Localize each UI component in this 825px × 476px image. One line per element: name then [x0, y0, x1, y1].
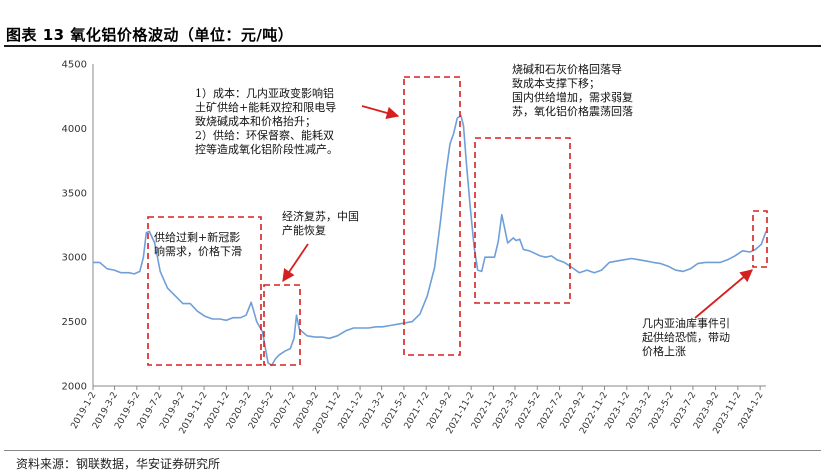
source-note: 资料来源：钢联数据，华安证券研究所 — [16, 457, 221, 471]
highlight-box — [752, 210, 768, 268]
footer-rule — [4, 450, 821, 451]
annotation-line: 苏，氧化铝价格震荡回落 — [512, 104, 633, 118]
annotation-line: 2）供给：环保督察、能耗双 — [195, 128, 334, 142]
annotation-text: 1）成本：几内亚政变影响铝土矿供给+能耗双控和限电导致烧碱成本和价格抬升；2）供… — [195, 86, 338, 156]
annotation-line: 烧碱和石灰价格回落导 — [512, 62, 622, 76]
annotation-line: 供给过剩+新冠影 — [154, 230, 240, 244]
x-axis-labels: 2019-1-22019-3-22019-5-22019-7-22019-9-2… — [70, 391, 766, 436]
annotation-line: 响需求，价格下滑 — [154, 244, 242, 258]
annotation-line: 价格上涨 — [642, 344, 686, 358]
annotation-arrows — [282, 105, 753, 319]
annotation-line: 几内亚油库事件引 — [642, 316, 730, 330]
annotation-line: 土矿供给+能耗双控和限电导 — [195, 100, 336, 114]
chart-title: 图表 13 氧化铝价格波动（单位：元/吨） — [6, 26, 294, 44]
annotation-arrow — [361, 105, 400, 120]
y-tick-label: 2500 — [62, 317, 87, 328]
annotation-line: 致烧碱成本和价格抬升； — [195, 114, 316, 128]
annotation-line: 产能恢复 — [282, 223, 326, 237]
y-tick-label: 4000 — [62, 124, 87, 135]
annotation-line: 致成本支撑下移； — [512, 76, 600, 90]
annotation-line: 经济复苏，中国 — [282, 209, 359, 223]
highlight-boxes — [147, 76, 768, 366]
annotation-line: 控等造成氧化铝阶段性减产。 — [195, 142, 338, 156]
annotation-arrow — [282, 243, 309, 283]
highlight-box — [403, 76, 461, 356]
annotation-line: 起供给恐慌，带动 — [642, 330, 730, 344]
price-chart: 2000 2500 3000 3500 4000 4500 2019-1-22019-3-… — [62, 60, 768, 436]
y-tick-label: 3000 — [62, 253, 87, 264]
y-tick-label: 2000 — [62, 382, 87, 393]
title-rule — [4, 45, 821, 47]
price-line — [93, 114, 767, 367]
y-tick-label: 4500 — [62, 60, 87, 71]
highlight-box — [263, 284, 301, 366]
annotation-line: 1）成本：几内亚政变影响铝 — [195, 86, 334, 100]
annotation-line: 国内供给增加，需求弱复 — [512, 90, 633, 104]
highlight-box — [474, 137, 571, 304]
y-axis-labels: 2000 2500 3000 3500 4000 4500 — [62, 60, 87, 393]
annotations: 1）成本：几内亚政变影响铝土矿供给+能耗双控和限电导致烧碱成本和价格抬升；2）供… — [154, 62, 730, 358]
axes — [92, 64, 766, 390]
y-tick-label: 3500 — [62, 188, 87, 199]
annotation-arrow — [694, 269, 753, 319]
